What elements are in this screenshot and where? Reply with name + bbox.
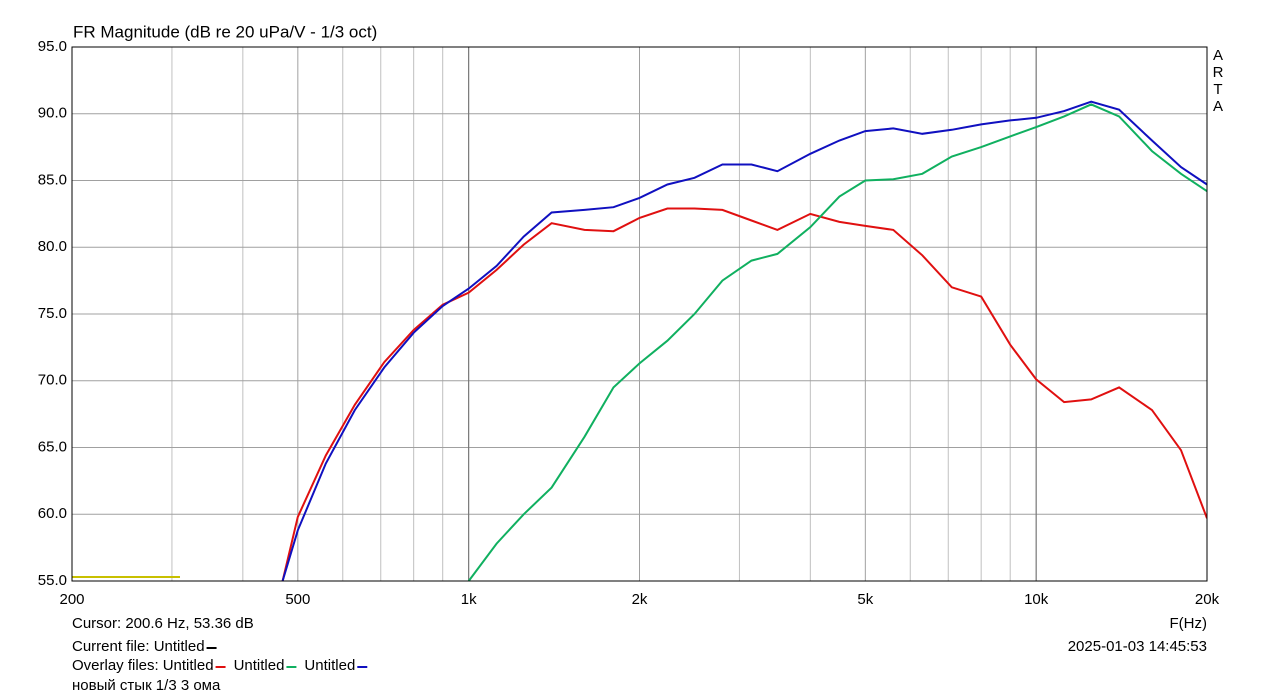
cursor-readout: Cursor: 200.6 Hz, 53.36 dB	[72, 615, 254, 632]
series-line	[281, 207, 1207, 582]
x-tick-label: 5k	[857, 591, 873, 608]
side-label: A	[1213, 98, 1223, 115]
chart-title: FR Magnitude (dB re 20 uPa/V - 1/3 oct)	[73, 22, 377, 41]
y-tick-label: 60.0	[38, 505, 67, 522]
note: новый стык 1/3 3 ома	[72, 677, 221, 694]
series-line	[467, 103, 1207, 582]
x-tick-label: 20k	[1195, 591, 1220, 608]
y-tick-label: 65.0	[38, 438, 67, 455]
legend-entry: Untitled	[163, 657, 214, 674]
y-tick-label: 80.0	[38, 238, 67, 255]
y-tick-label: 90.0	[38, 105, 67, 122]
current-file: Current file: Untitled	[72, 638, 205, 655]
y-tick-label: 85.0	[38, 171, 67, 188]
side-label: T	[1213, 81, 1222, 98]
x-tick-label: 1k	[461, 591, 477, 608]
legend-entry: Untitled	[304, 657, 355, 674]
side-label: R	[1213, 64, 1224, 81]
x-tick-label: 2k	[632, 591, 648, 608]
x-tick-label: 500	[285, 591, 310, 608]
y-tick-label: 95.0	[38, 38, 67, 55]
series-line	[281, 100, 1207, 582]
x-axis-label: F(Hz)	[1170, 615, 1208, 632]
legend-entry: Untitled	[234, 657, 285, 674]
y-tick-label: 75.0	[38, 305, 67, 322]
x-tick-label: 200	[59, 591, 84, 608]
y-tick-label: 55.0	[38, 572, 67, 589]
side-label: A	[1213, 47, 1223, 64]
overlay-label: Overlay files:	[72, 657, 159, 674]
datetime: 2025-01-03 14:45:53	[1068, 638, 1207, 655]
y-tick-label: 70.0	[38, 372, 67, 389]
x-tick-label: 10k	[1024, 591, 1049, 608]
plot-frame	[71, 46, 1208, 582]
